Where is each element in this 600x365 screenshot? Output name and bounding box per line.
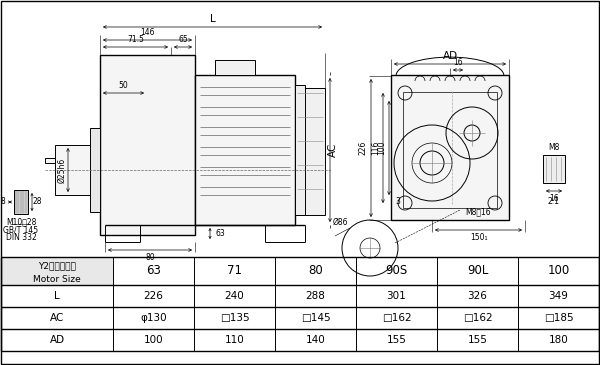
Text: 71.5: 71.5 [127,35,144,44]
Text: 301: 301 [386,291,406,301]
Text: □145: □145 [301,313,331,323]
Text: 65: 65 [178,35,188,44]
Bar [543,155,565,183]
Text: 240: 240 [224,291,244,301]
Bar [45,158,55,163]
Text: 63: 63 [146,265,161,277]
Text: Y2电机机座号: Y2电机机座号 [38,261,76,270]
Text: 180: 180 [548,335,568,345]
Text: Motor Size: Motor Size [33,274,81,284]
Text: M8: M8 [548,143,560,153]
Text: 110: 110 [224,335,244,345]
Bar [14,190,28,214]
Bar [403,92,497,208]
Bar [391,75,509,220]
Text: 146: 146 [140,28,155,37]
Text: 8: 8 [1,197,5,207]
Text: 288: 288 [305,291,325,301]
Text: 140: 140 [305,335,325,345]
Text: M8深16: M8深16 [465,207,491,216]
Text: □162: □162 [382,313,412,323]
Text: L: L [54,291,60,301]
Bar [295,88,325,215]
Text: AD: AD [442,51,458,61]
Bar [195,75,295,225]
Text: 16: 16 [453,58,463,67]
Text: 100: 100 [547,265,569,277]
Text: 326: 326 [467,291,487,301]
Text: φ130: φ130 [140,313,167,323]
Text: 63: 63 [215,228,225,238]
Text: 150₁: 150₁ [470,233,487,242]
Text: GB/T 145: GB/T 145 [4,226,38,234]
Text: AC: AC [328,143,338,157]
Text: DIN 332: DIN 332 [5,233,37,242]
Text: 90L: 90L [467,265,488,277]
Text: 80: 80 [308,265,323,277]
Text: 3: 3 [395,196,400,205]
Bar [90,128,100,212]
Text: 155: 155 [386,335,406,345]
Bar [100,55,195,235]
Text: 226: 226 [359,141,368,155]
Text: Ø25h6: Ø25h6 [58,157,67,182]
Bar [215,60,255,75]
Text: □185: □185 [544,313,574,323]
Text: 226: 226 [143,291,163,301]
Text: 349: 349 [548,291,568,301]
Bar [1,257,113,285]
Text: AC: AC [50,313,64,323]
Text: 80: 80 [145,253,155,262]
Text: Ø86: Ø86 [332,218,348,227]
Text: 100: 100 [143,335,163,345]
Bar [55,145,100,195]
Text: 116: 116 [371,141,380,155]
Text: 28: 28 [32,197,42,207]
Text: 50: 50 [119,81,128,90]
Text: 155: 155 [467,335,487,345]
Text: AD: AD [49,335,65,345]
Text: 16: 16 [549,194,559,203]
Text: 90S: 90S [385,265,407,277]
Text: 71: 71 [227,265,242,277]
Text: 2:1: 2:1 [548,196,560,205]
Text: M10深28: M10深28 [6,218,36,227]
Text: □162: □162 [463,313,493,323]
Text: 100: 100 [377,141,386,155]
Bar [295,85,305,215]
Text: □135: □135 [220,313,250,323]
Text: L: L [209,14,215,24]
